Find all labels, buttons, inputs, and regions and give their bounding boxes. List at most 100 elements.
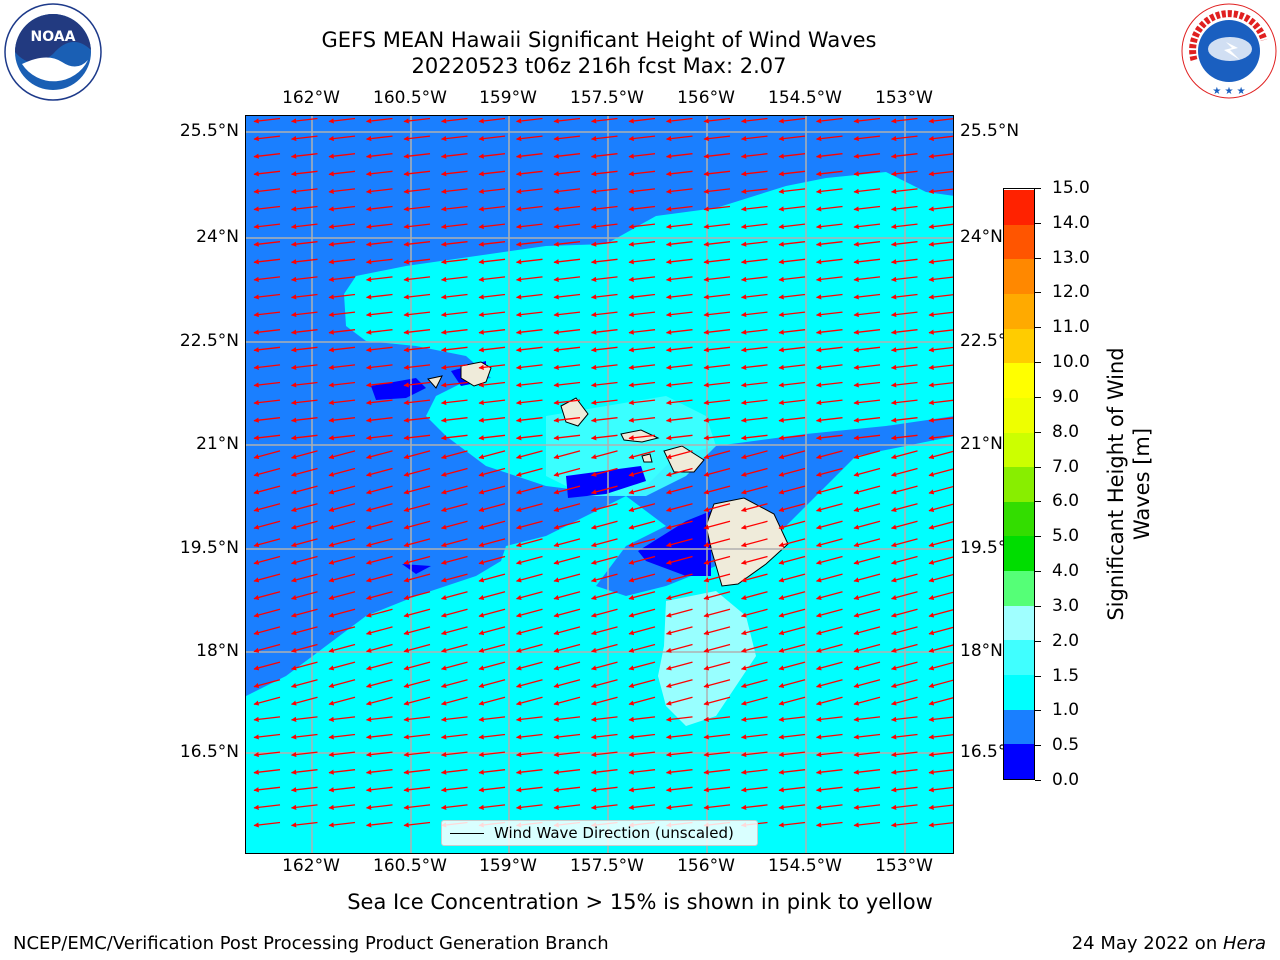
wind-wave-arrow — [665, 276, 693, 282]
wind-wave-arrow — [628, 696, 656, 706]
wind-wave-arrow — [890, 153, 918, 159]
wind-wave-arrow — [628, 170, 656, 177]
lat-tick-left: 21°N — [196, 434, 239, 454]
wind-wave-arrow — [328, 696, 356, 706]
wind-wave-arrow — [665, 503, 693, 512]
wind-wave-arrow — [290, 329, 318, 335]
wind-wave-arrow — [740, 399, 768, 406]
wind-wave-arrow — [853, 434, 881, 441]
wind-wave-arrow — [740, 555, 768, 565]
wind-wave-arrow — [515, 733, 543, 740]
wind-wave-arrow — [478, 538, 506, 548]
wind-wave-arrow — [515, 503, 543, 512]
wind-wave-arrow — [703, 364, 731, 370]
lon-tick-top: 156°W — [677, 88, 735, 108]
wind-wave-arrow — [553, 716, 581, 722]
wind-wave-arrow — [815, 364, 843, 370]
wind-wave-arrow — [590, 679, 618, 688]
wind-wave-arrow — [703, 188, 731, 194]
wind-wave-arrow — [515, 276, 543, 282]
wind-wave-arrow — [365, 661, 393, 671]
wind-wave-arrow — [703, 311, 731, 318]
wind-wave-arrow — [928, 503, 953, 512]
wind-wave-arrow — [365, 311, 393, 318]
wind-wave-arrow — [665, 450, 693, 460]
colorbar-tick-mark — [1035, 362, 1041, 364]
wind-wave-arrow — [928, 364, 953, 370]
wind-wave-arrow — [853, 661, 881, 671]
wind-wave-arrow — [703, 538, 731, 548]
wind-wave-arrow — [478, 555, 506, 565]
wind-wave-arrow — [665, 643, 693, 653]
wind-wave-arrow — [665, 153, 693, 159]
wind-wave-arrow — [628, 241, 656, 247]
wind-wave-arrow — [628, 188, 656, 194]
wind-wave-arrow — [290, 573, 318, 583]
wind-wave-arrow — [553, 679, 581, 688]
wind-wave-arrow — [628, 329, 656, 335]
wind-wave-arrow — [365, 399, 393, 406]
wind-wave-arrow — [890, 346, 918, 353]
wind-wave-arrow — [815, 381, 843, 388]
wind-wave-arrow — [478, 733, 506, 740]
colorbar-tick-mark — [1035, 257, 1041, 259]
wind-wave-arrow — [478, 399, 506, 406]
wind-wave-arrow — [665, 520, 693, 530]
wind-wave-arrow — [740, 679, 768, 688]
wind-wave-arrow — [890, 276, 918, 282]
wind-wave-arrow — [778, 485, 806, 495]
wind-wave-arrow — [253, 417, 281, 423]
wind-wave-arrow — [515, 346, 543, 353]
wind-wave-arrow — [740, 417, 768, 423]
wind-wave-arrow — [628, 679, 656, 688]
wind-wave-arrow — [928, 118, 953, 124]
colorbar-segment — [1004, 224, 1034, 260]
wind-wave-arrow — [665, 626, 693, 636]
wind-wave-arrow — [703, 153, 731, 159]
wind-wave-arrow — [853, 696, 881, 706]
wind-wave-arrow — [590, 153, 618, 159]
wind-wave-arrow — [478, 626, 506, 636]
wind-wave-arrow — [665, 555, 693, 565]
wind-wave-arrow — [290, 188, 318, 194]
wind-wave-arrow — [440, 485, 468, 495]
wind-wave-arrow — [515, 608, 543, 618]
wind-wave-arrow — [928, 135, 953, 142]
wind-wave-arrow — [890, 417, 918, 423]
wind-wave-arrow — [253, 205, 281, 212]
colorbar-segment — [1004, 570, 1034, 606]
wind-wave-arrow — [778, 153, 806, 159]
wind-wave-arrow — [590, 276, 618, 282]
wind-wave-arrow — [478, 573, 506, 583]
wind-wave-arrow — [553, 399, 581, 406]
lon-tick-bot: 153°W — [875, 856, 933, 876]
wind-wave-arrow — [253, 591, 281, 600]
wind-wave-arrow — [703, 417, 731, 423]
wind-wave-arrow — [440, 135, 468, 142]
wind-wave-arrow — [703, 751, 731, 758]
wind-wave-arrow — [665, 258, 693, 265]
colorbar-tick-mark — [1035, 605, 1041, 607]
wind-wave-arrow — [778, 223, 806, 230]
wind-wave-arrow — [440, 467, 468, 477]
wind-wave-arrow — [403, 417, 431, 423]
colorbar-segment — [1004, 432, 1034, 468]
wind-wave-arrow — [253, 329, 281, 335]
wind-wave-arrow — [890, 381, 918, 388]
wind-wave-arrow — [890, 223, 918, 230]
wind-wave-arrow — [928, 521, 953, 530]
wind-wave-arrow — [403, 434, 431, 441]
wind-wave-arrow — [253, 399, 281, 406]
wind-wave-arrow — [665, 381, 693, 388]
wind-wave-arrow — [778, 311, 806, 318]
wind-wave-arrow — [328, 716, 356, 722]
wind-wave-arrow — [778, 555, 806, 565]
wind-wave-arrow — [740, 485, 768, 495]
wind-wave-arrow — [665, 434, 693, 441]
wind-wave-arrow — [815, 716, 843, 722]
wind-wave-arrow — [290, 679, 318, 688]
wind-wave-arrow — [478, 608, 506, 618]
wind-wave-arrow — [478, 117, 506, 124]
wind-wave-arrow — [928, 241, 953, 247]
wind-wave-arrow — [590, 434, 618, 441]
